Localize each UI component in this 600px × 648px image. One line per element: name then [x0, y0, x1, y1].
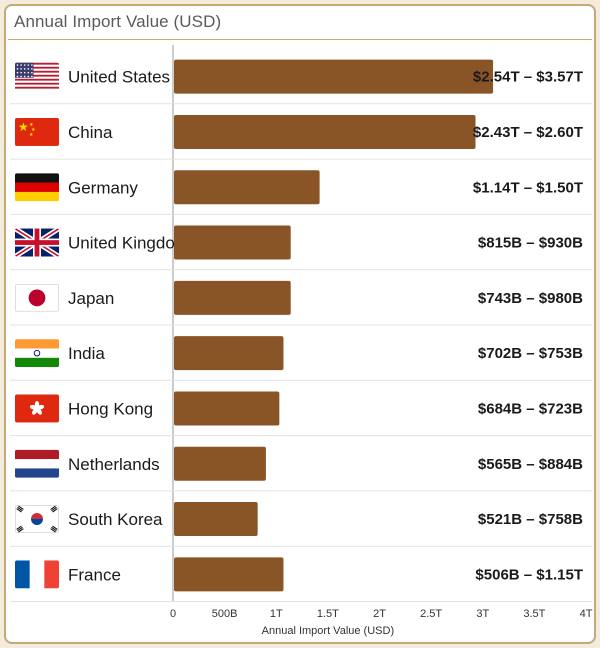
india-flag — [15, 339, 59, 368]
bar — [174, 446, 266, 481]
category-label: France — [68, 565, 121, 584]
bar-row: United States $2.54T – $3.57T — [10, 59, 592, 105]
south-korea-flag — [15, 505, 59, 534]
chart-title: Annual Import Value (USD) — [14, 12, 222, 31]
range-label: $565B – $884B — [478, 456, 583, 473]
range-label: $2.54T – $3.57T — [473, 69, 583, 86]
germany-flag — [15, 173, 59, 202]
x-tick-label: 4T — [580, 608, 593, 620]
svg-text:★: ★ — [31, 127, 36, 133]
bar — [174, 557, 284, 592]
bar-row: France $506B – $1.15T — [10, 557, 592, 602]
bar — [174, 280, 291, 315]
bar-row: Japan $743B – $980B — [10, 280, 592, 326]
bar — [174, 170, 320, 205]
range-label: $702B – $753B — [478, 345, 583, 362]
x-axis-label: Annual Import Value (USD) — [262, 625, 394, 637]
bar — [174, 114, 476, 149]
svg-text:★: ★ — [18, 120, 29, 134]
uk-flag — [15, 228, 59, 257]
svg-text:★: ★ — [29, 132, 34, 138]
bar — [174, 336, 284, 371]
x-tick-label: 1.5T — [317, 608, 339, 620]
category-label: Japan — [68, 289, 114, 308]
range-label: $521B – $758B — [478, 511, 583, 528]
china-flag: ★ ★★★ — [15, 117, 59, 146]
bar — [174, 391, 280, 426]
x-tick-label: 2.5T — [420, 608, 442, 620]
category-label: Netherlands — [68, 455, 160, 474]
bar-row: China $2.43T – $2.60T — [10, 114, 592, 160]
range-label: $684B – $723B — [478, 400, 583, 417]
bar-chart: United States $2.54T – $3.57T China $2.43T … — [10, 45, 593, 637]
chart-frame: Annual Import Value (USD) United States $… — [4, 4, 596, 644]
x-tick-label: 500B — [212, 608, 238, 620]
x-tick-label: 3T — [476, 608, 489, 620]
range-label: $743B – $980B — [478, 290, 583, 307]
category-label: United Kingdom — [68, 234, 189, 253]
bar — [174, 59, 494, 94]
x-tick-label: 1T — [270, 608, 283, 620]
range-label: $506B – $1.15T — [475, 566, 583, 583]
range-label: $2.43T – $2.60T — [473, 124, 583, 141]
bar-row: Netherlands $565B – $884B — [10, 446, 592, 492]
netherlands-flag — [15, 449, 59, 478]
bar-row: Hong Kong $684B – $723B — [10, 391, 592, 437]
x-tick-label: 2T — [373, 608, 386, 620]
bar — [174, 502, 258, 537]
svg-text:★: ★ — [29, 122, 34, 128]
category-label: India — [68, 344, 105, 363]
x-tick-label: 3.5T — [523, 608, 545, 620]
category-label: United States — [68, 68, 170, 87]
title-divider — [8, 39, 592, 40]
bar-row: Germany $1.14T – $1.50T — [10, 170, 592, 215]
x-tick-label: 0 — [170, 608, 176, 620]
range-label: $815B – $930B — [478, 235, 583, 252]
category-label: China — [68, 123, 113, 142]
us-flag — [15, 62, 59, 91]
france-flag — [15, 560, 59, 589]
bar-row: India $702B – $753B — [10, 336, 592, 381]
category-label: Germany — [68, 178, 138, 197]
bar-row: United Kingdom $815B – $930B — [10, 225, 592, 271]
bar-row: South Korea $521B – $758B — [10, 502, 592, 547]
range-label: $1.14T – $1.50T — [473, 179, 583, 196]
bar — [174, 225, 291, 260]
category-label: Hong Kong — [68, 399, 153, 418]
hong-kong-flag — [15, 394, 59, 423]
category-label: South Korea — [68, 510, 163, 529]
japan-flag — [15, 283, 59, 312]
